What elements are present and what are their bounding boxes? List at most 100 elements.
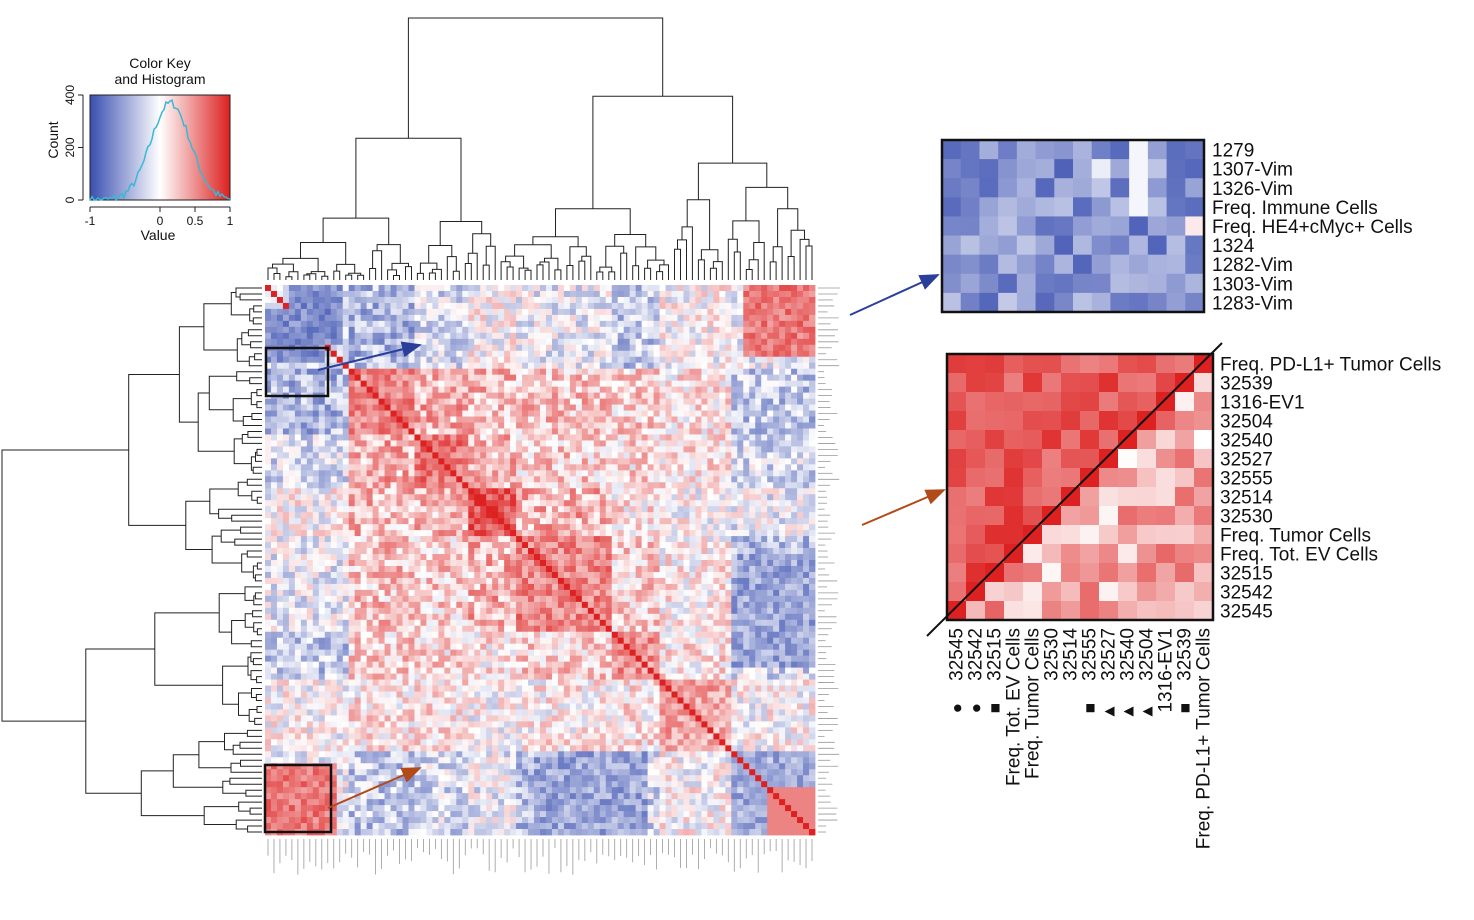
heatmap-cell — [265, 464, 272, 471]
heatmap-cell — [360, 290, 368, 298]
heatmap-cell — [545, 571, 553, 579]
heatmap-cell — [557, 290, 565, 298]
heatmap-cell — [563, 428, 571, 435]
heatmap-cell — [785, 350, 792, 358]
heatmap-cell — [378, 524, 385, 531]
color-key-histogram-line — [89, 99, 231, 202]
heatmap-cell — [629, 560, 637, 567]
column-dendrogram-branch — [790, 229, 805, 257]
heatmap-cell — [276, 464, 284, 471]
heatmap-cell — [468, 560, 475, 567]
heatmap-cell — [504, 368, 511, 376]
heatmap-cell — [414, 350, 421, 358]
heatmap-cell — [420, 285, 427, 292]
heatmap-cell — [288, 577, 296, 585]
heatmap-cell — [384, 440, 391, 447]
heatmap-cell — [587, 326, 595, 334]
heatmap-cell — [665, 428, 672, 435]
heatmap-cell — [725, 344, 732, 352]
heatmap-cell — [695, 452, 702, 459]
heatmap-cell — [641, 416, 649, 423]
heatmap-cell — [761, 374, 768, 382]
column-dendrogram-branch — [288, 271, 299, 280]
heatmap-cell — [342, 524, 350, 531]
heatmap-cell — [408, 452, 415, 459]
heatmap-cell — [569, 404, 577, 411]
heatmap-cell — [707, 368, 714, 376]
heatmap-cell — [480, 285, 487, 292]
heatmap-cell — [390, 589, 397, 597]
heatmap-cell — [450, 285, 457, 292]
heatmap-cell — [653, 380, 660, 388]
heatmap-cell — [617, 308, 625, 316]
heatmap-cell — [629, 410, 637, 417]
heatmap-cell — [438, 350, 445, 358]
heatmap-cell — [312, 542, 320, 549]
heatmap-cell — [617, 386, 625, 394]
heatmap-cell — [372, 308, 379, 316]
heatmap-cell — [677, 458, 684, 465]
heatmap-cell — [432, 362, 439, 370]
heatmap-cell — [486, 518, 493, 525]
heatmap-cell — [599, 428, 607, 435]
heatmap-cell — [426, 350, 433, 358]
heatmap-cell — [563, 440, 571, 447]
heatmap-cell — [486, 506, 493, 513]
heatmap-cell — [360, 589, 368, 597]
heatmap-cell — [641, 392, 649, 399]
heatmap-cell — [677, 554, 684, 561]
row-dendrogram-branch — [250, 652, 262, 663]
heatmap-cell — [803, 392, 810, 399]
heatmap-cell — [593, 446, 601, 453]
heatmap-cell — [599, 536, 607, 543]
heatmap-cell — [635, 476, 643, 483]
heatmap-cell — [265, 320, 272, 328]
heatmap-cell — [324, 524, 332, 531]
heatmap-cell — [408, 428, 415, 435]
heatmap-cell — [426, 470, 433, 477]
heatmap-cell — [528, 332, 535, 340]
heatmap-cell — [785, 446, 792, 453]
heatmap-cell — [731, 506, 738, 513]
heatmap-cell — [797, 571, 804, 579]
heatmap-cell — [707, 344, 714, 352]
heatmap-cell — [695, 589, 702, 597]
heatmap-cell — [396, 320, 403, 328]
heatmap-cell — [474, 374, 481, 382]
heatmap-cell — [486, 494, 493, 501]
heatmap-cell — [725, 320, 732, 328]
heatmap-cell — [671, 542, 678, 549]
heatmap-cell — [635, 506, 643, 513]
heatmap-cell — [731, 404, 738, 411]
heatmap-cell — [450, 374, 457, 382]
heatmap-cell — [677, 290, 684, 298]
heatmap-cell — [575, 362, 583, 370]
heatmap-cell — [725, 565, 732, 573]
heatmap-cell — [330, 476, 338, 483]
heatmap-cell — [785, 368, 792, 376]
heatmap-cell — [635, 308, 643, 316]
heatmap-cell — [474, 398, 481, 405]
heatmap-cell — [677, 386, 684, 394]
heatmap-cell — [635, 583, 643, 591]
heatmap-cell — [737, 488, 744, 495]
heatmap-cell — [354, 398, 362, 405]
heatmap-cell — [731, 380, 738, 388]
heatmap-cell — [402, 488, 409, 495]
heatmap-cell — [689, 536, 696, 543]
heatmap-cell — [378, 458, 385, 465]
row-dendrogram-branch — [247, 329, 262, 337]
heatmap-cell — [713, 308, 720, 316]
heatmap-cell — [725, 350, 732, 358]
heatmap-cell — [450, 512, 457, 519]
heatmap-cell — [510, 326, 517, 334]
heatmap-cell — [587, 554, 595, 561]
heatmap-cell — [444, 344, 451, 352]
heatmap-cell — [647, 332, 654, 340]
heatmap-cell — [390, 440, 397, 447]
heatmap-cell — [294, 380, 302, 388]
heatmap-cell — [767, 398, 774, 405]
heatmap-cell — [282, 458, 290, 465]
heatmap-cell — [713, 434, 720, 441]
heatmap-cell — [378, 410, 385, 417]
